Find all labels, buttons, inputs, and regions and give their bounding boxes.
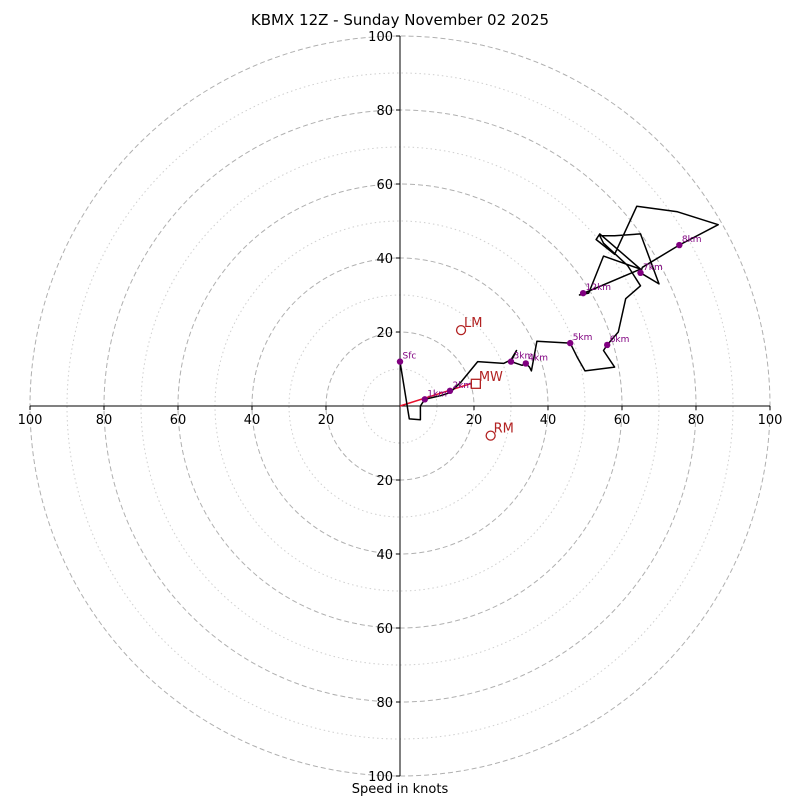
y-tick-label-up: 100 xyxy=(368,30,393,45)
hodograph-trace-line xyxy=(399,205,719,421)
tick-labels: 100 80 60 40 20 20 40 60 80 100 20 40 60 80 100 20 40 60 8… xyxy=(18,30,783,785)
height-label-1km: 1km xyxy=(427,389,447,399)
height-label-7km: 7km xyxy=(643,263,663,273)
y-tick-label-down: 20 xyxy=(376,474,393,489)
y-tick-label-up: 20 xyxy=(376,326,393,341)
wind-trace xyxy=(399,205,719,421)
height-label-6km: 6km xyxy=(610,335,630,345)
x-tick-label-left: 80 xyxy=(96,413,113,428)
y-tick-label-up: 40 xyxy=(376,252,393,267)
height-point-6km xyxy=(604,341,611,349)
height-point-8km xyxy=(676,241,683,249)
x-tick-label-left: 100 xyxy=(18,413,43,428)
x-tick-label-left: 60 xyxy=(170,413,187,428)
height-label-4km: 4km xyxy=(528,353,548,363)
storm-label-rm: RM xyxy=(494,422,514,437)
height-point-7km xyxy=(637,269,644,276)
x-tick-label-left: 20 xyxy=(318,413,335,428)
height-point-4km xyxy=(522,360,529,367)
height-label-sfc: Sfc xyxy=(403,352,417,362)
y-tick-label-up: 60 xyxy=(376,178,393,193)
x-tick-label-right: 20 xyxy=(466,413,483,428)
storm-marker-lm xyxy=(455,324,467,336)
height-point-12km xyxy=(579,289,587,297)
x-tick-label-right: 80 xyxy=(688,413,705,428)
x-axis-label: Speed in knots xyxy=(351,782,449,797)
storm-motion-markers: LM RM MW xyxy=(455,316,514,441)
height-label-12km: 12km xyxy=(586,283,611,293)
chart-title: KBMX 12Z - Sunday November 02 2025 xyxy=(250,11,550,29)
y-tick-label-down: 60 xyxy=(376,622,393,637)
x-tick-label-left: 40 xyxy=(244,413,261,428)
storm-marker-mw xyxy=(470,378,482,389)
x-tick-label-right: 40 xyxy=(540,413,557,428)
height-point-sfc xyxy=(396,358,404,365)
y-tick-label-down: 80 xyxy=(376,696,393,711)
y-tick-label-up: 80 xyxy=(376,104,393,119)
height-label-5km: 5km xyxy=(573,333,593,343)
y-tick-label-down: 40 xyxy=(376,548,393,563)
storm-label-lm: LM xyxy=(464,316,482,331)
x-tick-label-right: 60 xyxy=(614,413,631,428)
storm-label-mw: MW xyxy=(479,370,503,385)
height-label-8km: 8km xyxy=(682,235,702,245)
height-point-1km xyxy=(421,396,428,403)
storm-marker-rm xyxy=(485,430,496,441)
height-label-2km: 2km xyxy=(452,381,472,391)
x-tick-label-right: 100 xyxy=(758,413,783,428)
height-point-2km xyxy=(446,387,454,395)
height-point-5km xyxy=(567,339,574,347)
height-label-3km: 3km xyxy=(514,352,534,362)
height-point-3km xyxy=(507,358,515,365)
y-tick-label-down: 100 xyxy=(368,770,393,785)
shear-vector-line xyxy=(399,383,471,407)
